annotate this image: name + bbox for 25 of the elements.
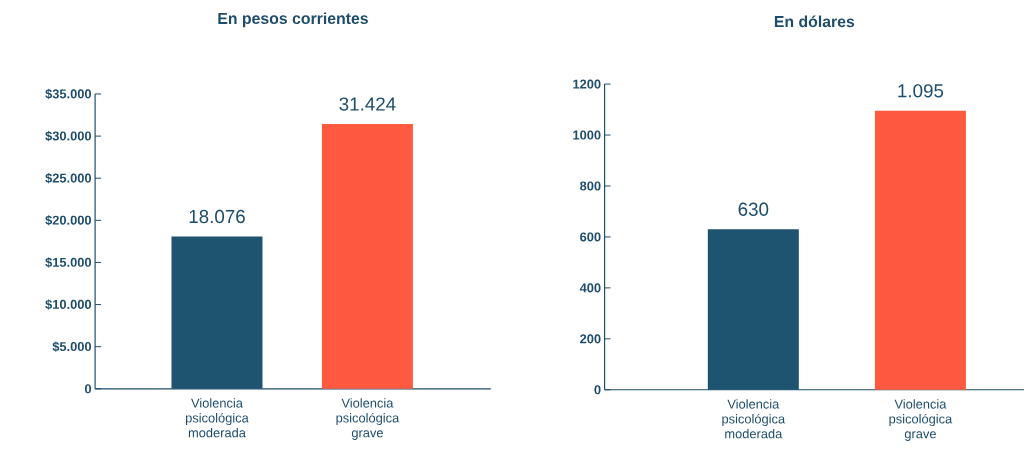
y-tick-label: 200 (580, 334, 601, 344)
x-tick-label: Violencia psicológica moderada (722, 399, 786, 439)
y-tick-label: $30.000 (45, 130, 92, 142)
y-tick-label: $20.000 (45, 215, 92, 226)
y-tick-label: 400 (579, 283, 601, 293)
y-tick-label: $15.000 (45, 257, 92, 268)
y-tick-label: 1000 (573, 130, 601, 140)
y-tick-label: $10.000 (45, 299, 92, 310)
y-tick-label: $5.000 (52, 341, 92, 352)
y-tick-label: 0 (84, 384, 92, 394)
data-label: 1.095 (898, 84, 944, 98)
chart-title: En dólares (774, 15, 855, 28)
y-tick-label: $35.000 (45, 88, 92, 100)
y-tick-label: 600 (580, 232, 601, 242)
x-tick-label: Violencia psicológica moderada (185, 398, 249, 438)
data-label: 18.076 (189, 209, 245, 224)
y-tick-label: 800 (580, 181, 601, 191)
y-tick-label: 0 (594, 385, 601, 395)
x-tick-label: Violencia psicológica grave (336, 398, 400, 440)
y-tick-label: 1200 (573, 79, 601, 89)
x-tick-label: Violencia psicológica grave (889, 399, 953, 441)
y-tick-label: $25.000 (45, 173, 92, 184)
chart-title: En pesos corrientes (218, 12, 368, 28)
data-label: 630 (738, 202, 769, 216)
data-label: 31.424 (339, 97, 396, 111)
